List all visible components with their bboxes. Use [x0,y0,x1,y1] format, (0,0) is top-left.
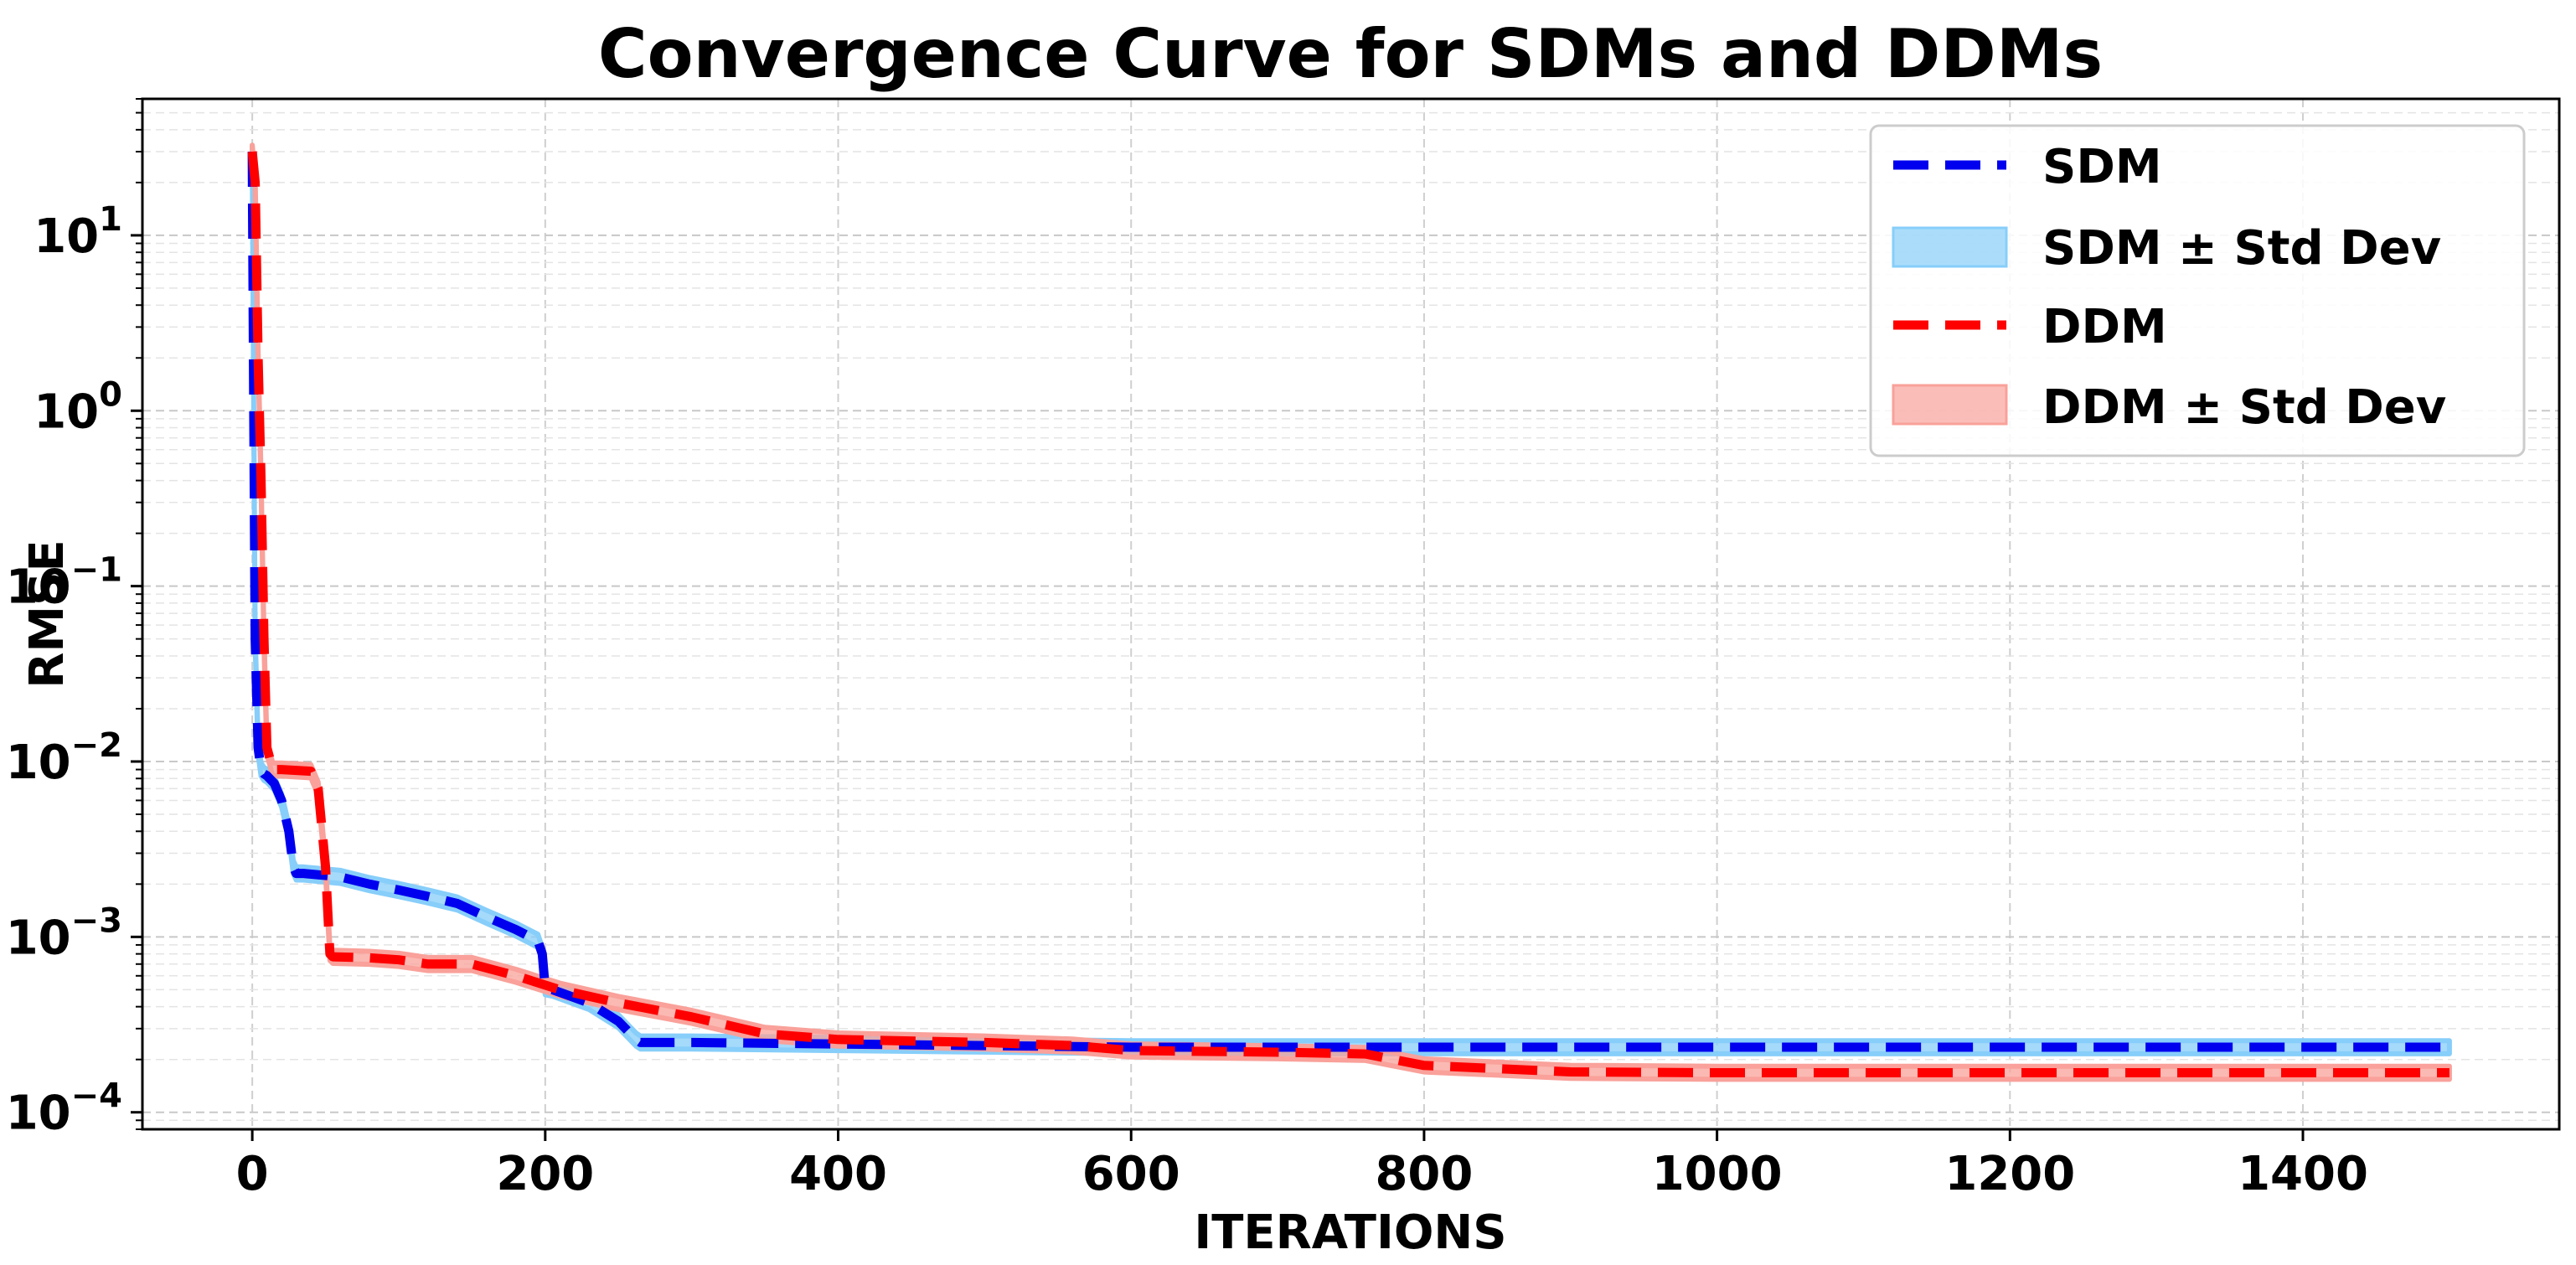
x-tick-label: 1200 [1944,1147,2075,1201]
y-tick-label: 10−3 [6,901,122,965]
std-dev-band-sdm [250,142,2452,1056]
x-tick-label: 1400 [2238,1147,2368,1201]
legend-label-sdm-std: SDM ± Std Dev [2042,221,2441,276]
legend-label-sdm: SDM [2042,140,2162,194]
legend-label-ddm-std: DDM ± Std Dev [2042,380,2446,435]
legend-swatch-ddm-std [1892,384,2008,426]
y-tick-label: 101 [34,200,122,264]
y-tick-label: 10−4 [6,1077,122,1141]
x-tick-label: 400 [789,1147,887,1201]
x-tick-label: 0 [236,1147,269,1201]
y-axis-ticks: 10−4 10−3 10−2 10−1 100 101 [6,98,142,1141]
y-tick-label: 10−1 [6,551,122,615]
legend: SDM SDM ± Std Dev DDM DDM ± Std Dev [1869,124,2526,457]
x-axis-ticks: 0 200 400 600 800 1000 1200 1400 [236,1129,2368,1201]
legend-swatch-sdm-std [1892,226,2008,268]
y-tick-label: 10−2 [6,726,122,790]
x-tick-label: 200 [496,1147,594,1201]
x-tick-label: 600 [1082,1147,1180,1201]
x-tick-label: 1000 [1652,1147,1783,1201]
x-axis-label: ITERATIONS [1194,1206,1506,1260]
grid [142,98,2559,1130]
series-line-ddm [247,151,2450,1077]
series-lines [247,151,2450,1077]
chart-title: Convergence Curve for SDMs and DDMs [598,15,2103,93]
y-tick-label: 100 [34,375,122,439]
y-axis-label: RMSE [20,540,75,688]
legend-box [1869,124,2526,457]
x-tick-label: 800 [1375,1147,1473,1201]
legend-label-ddm: DDM [2042,300,2167,354]
